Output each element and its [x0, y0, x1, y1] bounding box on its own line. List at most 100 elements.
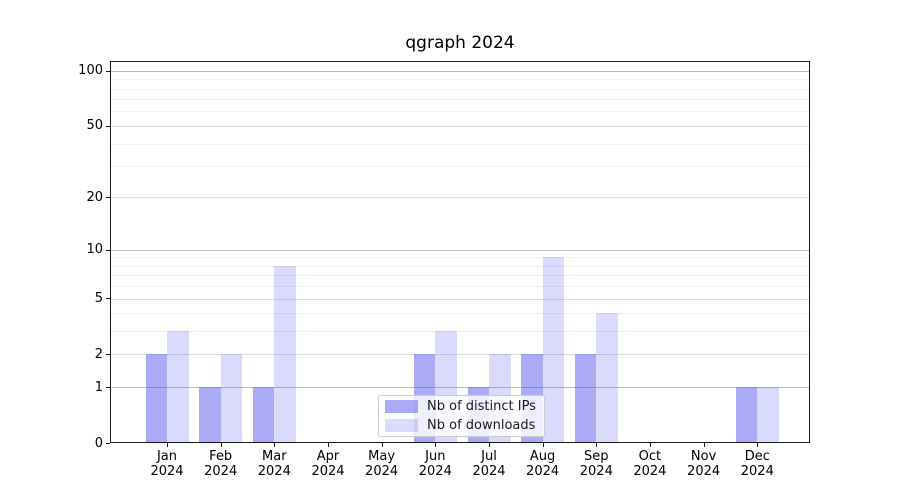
x-tick-label: Mar 2024	[244, 449, 304, 479]
x-tick-year: 2024	[257, 464, 291, 479]
y-tick-mark	[106, 443, 110, 444]
x-tick-mark	[435, 443, 436, 447]
gridline-minor	[111, 79, 809, 81]
x-tick-month: Apr	[316, 449, 340, 464]
x-tick-mark	[757, 443, 758, 447]
bar-downloads	[220, 354, 243, 443]
x-tick-month: Sep	[584, 449, 609, 464]
gridline-minor	[111, 265, 809, 267]
x-tick-year: 2024	[150, 464, 184, 479]
gridline-major	[111, 70, 809, 72]
y-tick-label: 50	[86, 118, 103, 134]
y-tick-label: 0	[94, 435, 103, 451]
gridline-mid	[111, 197, 809, 199]
x-tick-mark	[596, 443, 597, 447]
bar-distinct-ips	[145, 354, 167, 443]
x-tick-month: Mar	[262, 449, 287, 464]
y-tick-label: 1	[94, 379, 103, 395]
gridline-minor	[111, 286, 809, 288]
x-tick-mark	[221, 443, 222, 447]
x-tick-mark	[704, 443, 705, 447]
y-tick-label: 10	[86, 242, 103, 258]
gridline-minor	[111, 111, 809, 113]
x-tick-year: 2024	[204, 464, 238, 479]
x-tick-month: Jul	[481, 449, 497, 464]
x-tick-month: Jun	[425, 449, 446, 464]
x-tick-mark	[382, 443, 383, 447]
y-tick-mark	[106, 126, 110, 127]
x-tick-mark	[328, 443, 329, 447]
gridline-major	[111, 249, 809, 251]
bar-distinct-ips	[252, 387, 275, 443]
y-tick-label: 100	[78, 63, 103, 79]
x-tick-year: 2024	[418, 464, 452, 479]
y-tick-mark	[106, 354, 110, 355]
x-tick-month: Dec	[744, 449, 770, 464]
x-tick-month: May	[368, 449, 396, 464]
legend-swatch-downloads	[385, 418, 418, 432]
x-tick-label: Jun 2024	[405, 449, 465, 479]
legend-label-downloads: Nb of downloads	[427, 417, 536, 433]
legend-label-distinct-ips: Nb of distinct IPs	[427, 399, 536, 415]
x-tick-label: Jan 2024	[137, 449, 197, 479]
x-tick-mark	[650, 443, 651, 447]
x-tick-year: 2024	[526, 464, 560, 479]
x-tick-mark	[167, 443, 168, 447]
y-tick-label: 5	[94, 291, 103, 306]
legend: Nb of distinct IPs Nb of downloads	[378, 395, 545, 437]
gridline-minor	[111, 275, 809, 277]
gridline-minor	[111, 166, 809, 167]
y-tick-mark	[106, 250, 110, 251]
x-tick-year: 2024	[687, 464, 721, 479]
x-tick-mark	[489, 443, 490, 447]
x-tick-year: 2024	[633, 464, 667, 479]
x-tick-label: Oct 2024	[620, 449, 680, 479]
chart-title: qgraph 2024	[405, 33, 515, 53]
legend-item-downloads: Nb of downloads	[385, 418, 538, 434]
bar-distinct-ips	[574, 354, 597, 443]
x-tick-label: Dec 2024	[727, 449, 787, 479]
x-tick-month: Aug	[529, 449, 556, 464]
gridline-minor	[111, 331, 809, 333]
gridline-mid	[111, 354, 809, 356]
x-tick-year: 2024	[311, 464, 345, 479]
y-tick-mark	[106, 298, 110, 299]
x-tick-year: 2024	[365, 464, 399, 479]
x-tick-year: 2024	[579, 464, 613, 479]
y-tick-label: 20	[86, 189, 103, 205]
x-tick-month: Jan	[156, 449, 178, 464]
x-tick-label: May 2024	[352, 449, 412, 479]
y-tick-mark	[106, 387, 110, 388]
y-tick-mark	[106, 197, 110, 198]
x-tick-mark	[543, 443, 544, 447]
bar-downloads	[274, 265, 296, 443]
gridline-minor	[111, 313, 809, 315]
x-tick-label: Nov 2024	[674, 449, 734, 479]
y-tick-mark	[106, 71, 110, 72]
x-tick-label: Aug 2024	[513, 449, 573, 479]
gridline-major	[111, 387, 809, 389]
legend-swatch-distinct-ips	[385, 400, 418, 414]
bar-downloads	[542, 257, 565, 443]
gridline-mid	[111, 125, 809, 127]
bar-distinct-ips	[199, 387, 221, 443]
gridline-minor	[111, 88, 809, 90]
gridline-mid	[111, 298, 809, 300]
gridline-minor	[111, 99, 809, 101]
x-tick-month: Nov	[690, 449, 717, 464]
bar-distinct-ips	[735, 387, 758, 443]
x-tick-year: 2024	[472, 464, 506, 479]
x-tick-label: Feb 2024	[191, 449, 251, 479]
bar-downloads	[596, 313, 618, 443]
x-tick-label: Sep 2024	[566, 449, 626, 479]
plot-border	[110, 61, 810, 443]
legend-item-distinct-ips: Nb of distinct IPs	[385, 399, 538, 415]
x-tick-label: Jul 2024	[459, 449, 519, 479]
y-tick-label: 2	[94, 346, 103, 362]
x-tick-mark	[274, 443, 275, 447]
gridline-minor	[111, 257, 809, 259]
x-tick-label: Apr 2024	[298, 449, 358, 479]
bar-downloads	[167, 331, 189, 443]
gridline-minor	[111, 143, 809, 145]
